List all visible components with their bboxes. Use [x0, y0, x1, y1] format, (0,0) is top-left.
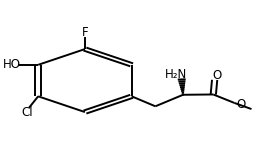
Text: Cl: Cl — [22, 106, 34, 119]
Text: O: O — [236, 98, 246, 111]
Text: O: O — [213, 69, 222, 82]
Text: H₂N: H₂N — [165, 68, 188, 81]
Text: HO: HO — [3, 58, 21, 71]
Text: F: F — [82, 27, 88, 40]
